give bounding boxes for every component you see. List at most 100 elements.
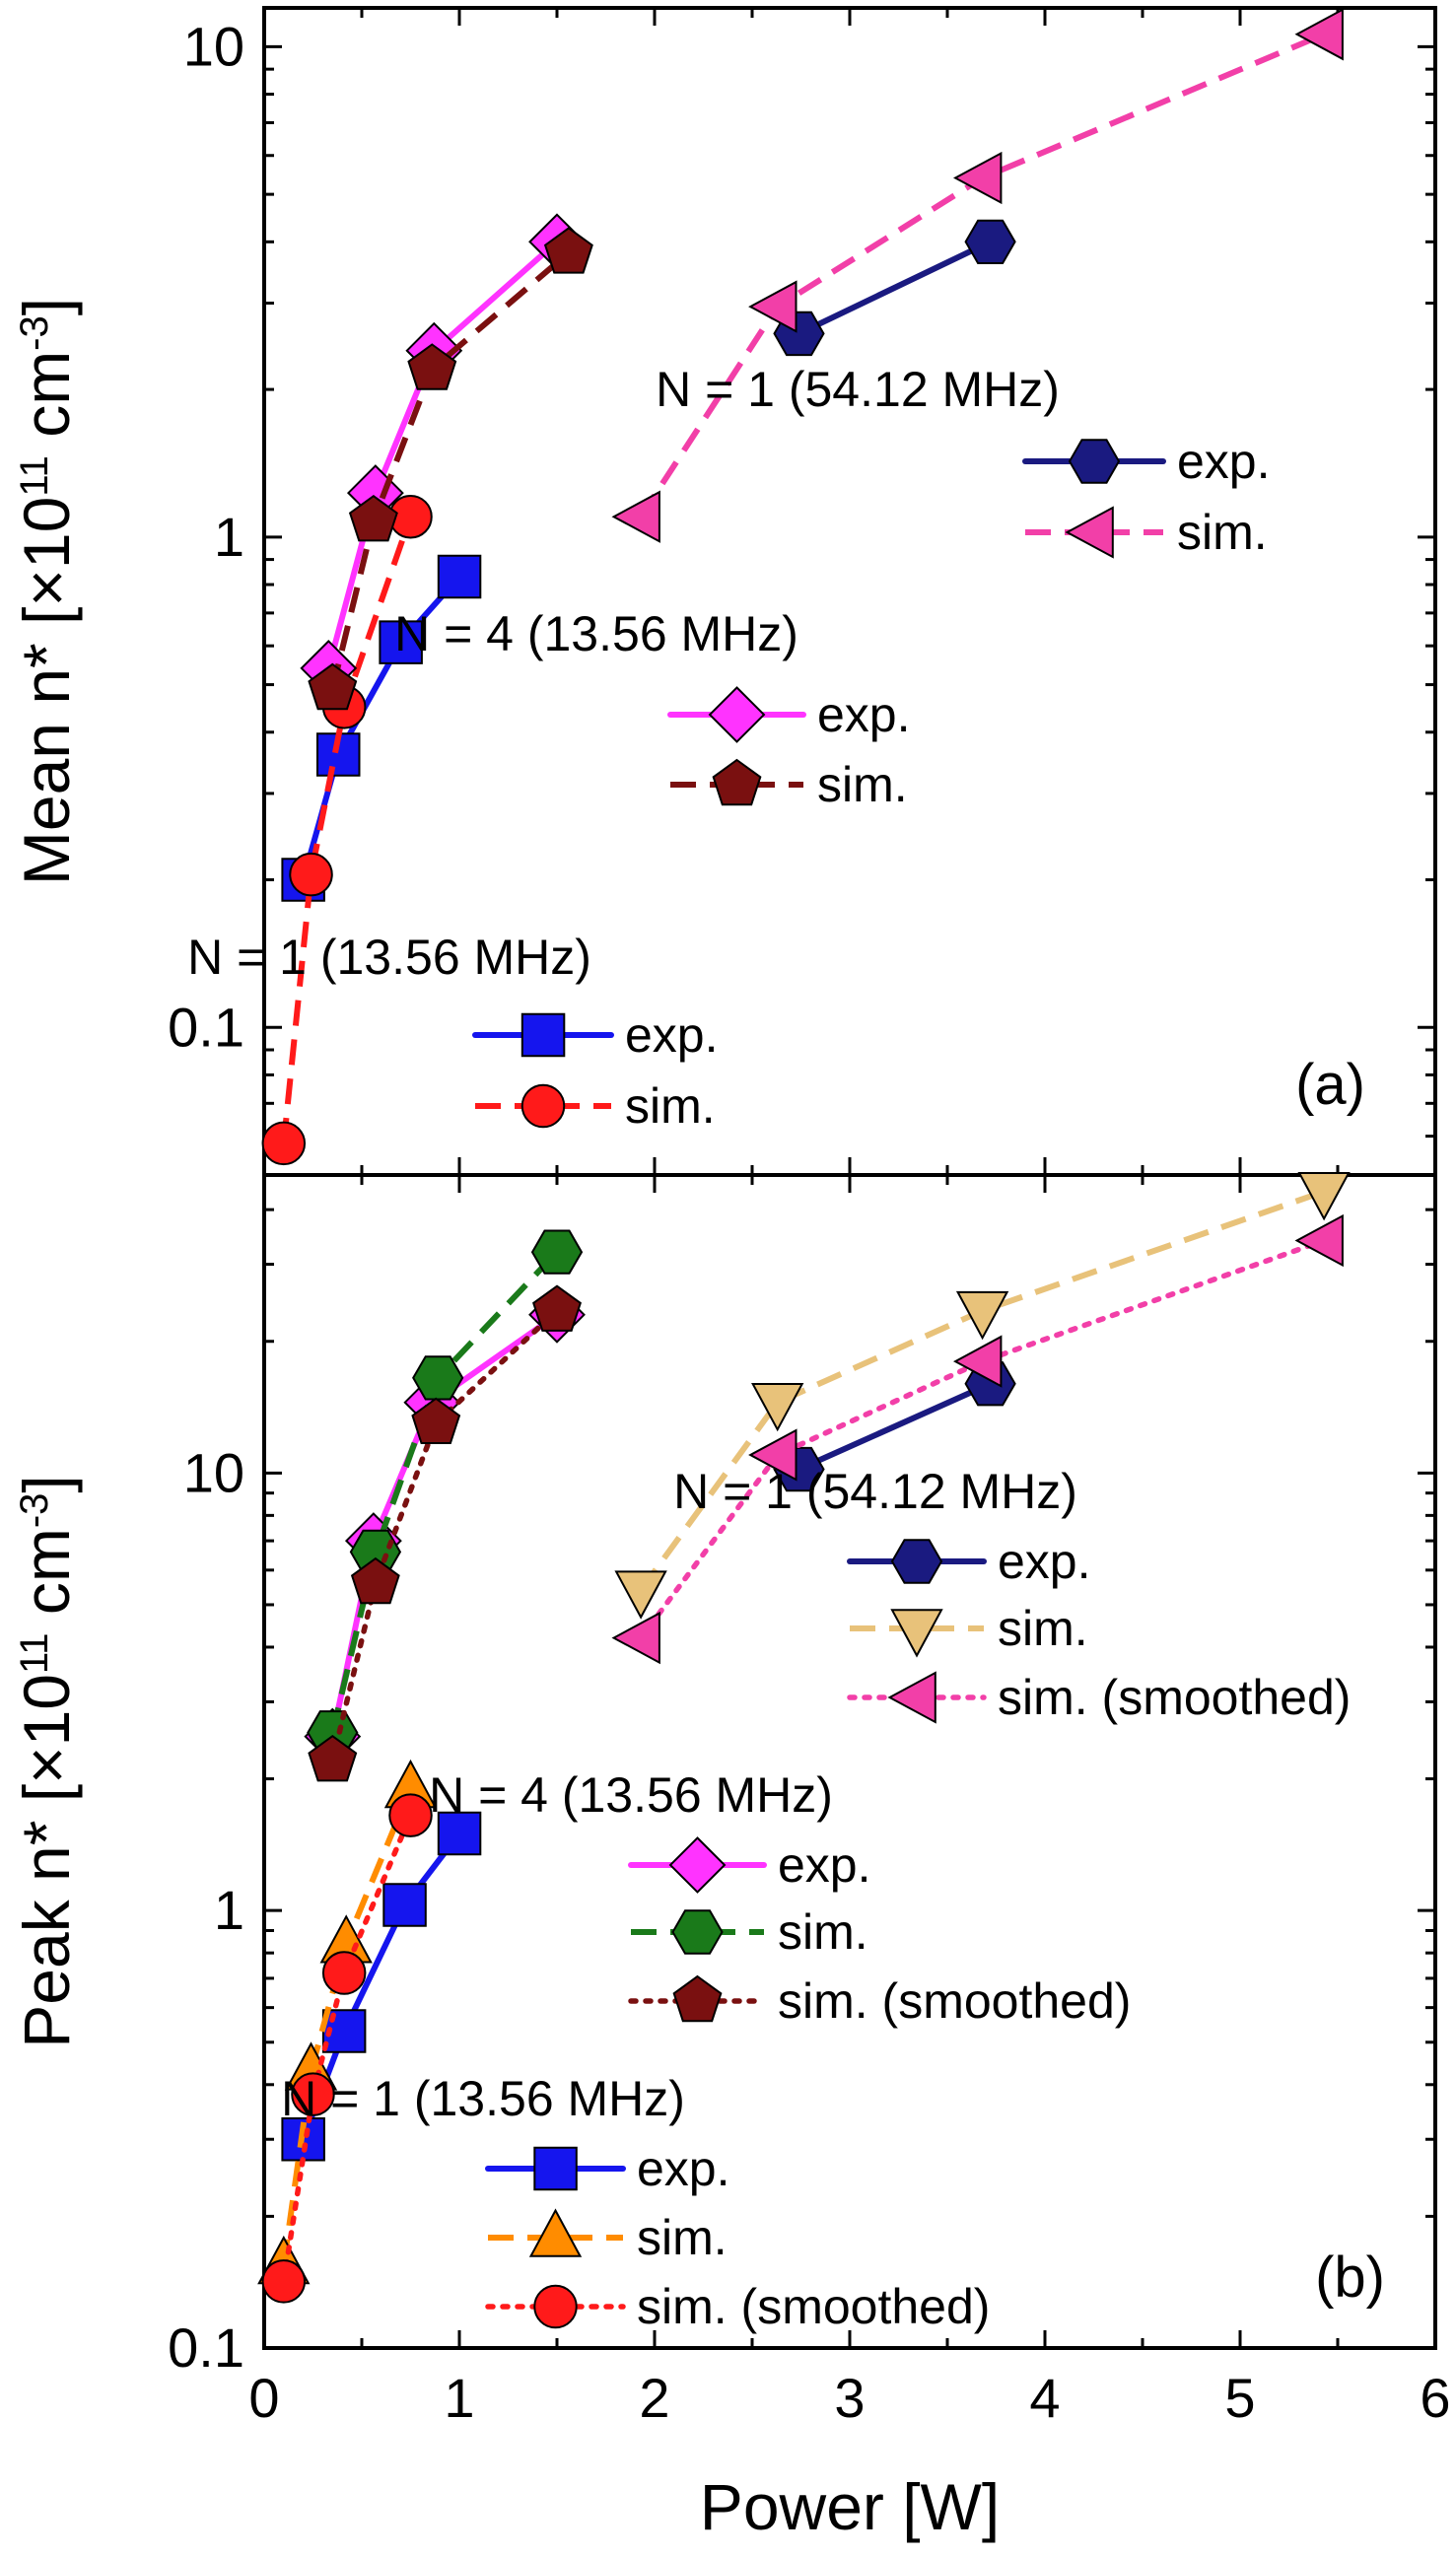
legend-group: N = 4 (13.56 MHz) exp. sim. sim. (smoothed) (429, 1767, 1131, 2029)
data-point (614, 1570, 667, 1620)
series-line (796, 239, 994, 337)
data-point (952, 1335, 1003, 1388)
legend-label: exp. (817, 687, 911, 742)
data-point (1294, 8, 1344, 61)
data-point (261, 1121, 307, 1166)
data-point (748, 280, 797, 333)
legend-title: N = 1 (13.56 MHz) (281, 2071, 685, 2126)
legend-marker (1068, 439, 1121, 484)
legend-label: sim. (smoothed) (998, 1670, 1351, 1725)
legend-title: N = 1 (54.12 MHz) (673, 1464, 1077, 1519)
y-tick-label: 1 (214, 506, 244, 568)
series-0 (281, 1811, 482, 2162)
data-point (964, 219, 1016, 264)
panel-a: 0.1 1 10 Mean n* [×1011 cm-3] N = 1 (54.12 M… (10, 6, 1437, 1177)
legend-marker (672, 1974, 723, 2023)
x-tick-label: 4 (1029, 2367, 1060, 2429)
series-line (281, 1812, 414, 2285)
series-line (325, 239, 560, 671)
legend-group: N = 4 (13.56 MHz) exp. sim. (394, 606, 910, 812)
panel-b: 0.1 1 10 Peak n* [×1011 cm-3] N = 1 (54.12 M… (10, 1172, 1437, 2379)
legend-marker (671, 1909, 724, 1955)
data-point (952, 151, 1003, 205)
series-line (796, 1380, 994, 1473)
data-point (412, 1355, 464, 1401)
data-point (407, 343, 457, 390)
data-point (350, 1556, 400, 1605)
y-axis-title-part: Mean n* [×10 (10, 497, 83, 885)
legend-label: sim. (817, 757, 908, 812)
data-point (751, 1383, 804, 1432)
series-line (280, 516, 414, 1144)
legend-label: sim. (smoothed) (637, 2279, 990, 2334)
data-point (532, 1284, 582, 1332)
series-2 (261, 1793, 433, 2304)
y-axis-title-superscript: -3 (13, 315, 56, 351)
legend-group: N = 1 (13.56 MHz) exp. sim. sim. (smoothed) (281, 2071, 990, 2334)
data-point (388, 1793, 433, 1837)
data-point (308, 1734, 358, 1782)
data-point (321, 1951, 367, 1995)
x-tick-label: 0 (248, 2367, 279, 2429)
y-axis-title-part: ] (10, 1475, 83, 1492)
legend-marker (520, 1083, 566, 1129)
x-axis-title: Power [W] (700, 2470, 1000, 2543)
data-point (261, 2259, 307, 2304)
legend-label: sim. (637, 2210, 728, 2265)
y-axis-title-part: Peak n* [×10 (10, 1674, 83, 2048)
data-point (437, 554, 482, 599)
series-line (329, 1307, 560, 1763)
y-tick-label: 0.1 (168, 2316, 244, 2379)
data-point (291, 2072, 335, 2116)
legend-title: N = 4 (13.56 MHz) (394, 606, 798, 661)
data-point (530, 1229, 584, 1275)
x-tick-label: 5 (1224, 2367, 1255, 2429)
series-5 (611, 8, 1344, 543)
legend-label: sim. (smoothed) (778, 1973, 1131, 2029)
legend-marker (533, 2146, 578, 2191)
data-point (543, 227, 593, 274)
legend-marker (890, 1539, 943, 1584)
legend-marker (1065, 506, 1114, 559)
data-point (316, 732, 361, 777)
legend-label: exp. (625, 1007, 719, 1063)
x-tick-label: 2 (639, 2367, 669, 2429)
data-point (1294, 1213, 1344, 1268)
series-line (329, 250, 571, 690)
legend-marker (887, 1671, 936, 1724)
y-axis-title-superscript: 11 (13, 455, 56, 497)
y-tick-label: 1 (214, 1879, 244, 1941)
legend-marker (708, 686, 766, 743)
series-4 (307, 1229, 584, 1756)
legend-label: exp. (637, 2141, 730, 2196)
legend-title: N = 1 (54.12 MHz) (656, 362, 1060, 417)
y-axis-title-part: ] (10, 298, 83, 315)
series-1 (261, 494, 433, 1166)
legend-label: exp. (998, 1534, 1091, 1589)
data-point (437, 1811, 482, 1856)
legend-group: N = 1 (13.56 MHz) exp. sim. (187, 930, 718, 1134)
series-line (638, 1188, 1326, 1592)
legend-label: exp. (1177, 434, 1271, 489)
data-point (611, 1611, 660, 1665)
y-tick-label: 10 (183, 1441, 244, 1503)
y-tick-label: 10 (183, 15, 244, 77)
data-point (411, 1397, 461, 1444)
legend-marker (668, 1836, 727, 1894)
legend-title: N = 4 (13.56 MHz) (429, 1767, 833, 1823)
legend-label: sim. (998, 1601, 1088, 1656)
legend-group: N = 1 (54.12 MHz) exp. sim. (656, 362, 1270, 560)
data-point (611, 490, 660, 543)
y-axis-title: Mean n* [×1011 cm-3] (10, 298, 83, 885)
data-point (348, 494, 398, 542)
legend-label: sim. (625, 1078, 716, 1134)
series-8 (611, 1213, 1344, 1665)
series-3 (308, 227, 593, 711)
y-axis-ticks (264, 1208, 1435, 2350)
series-7 (614, 1172, 1351, 1620)
y-tick-label: 0.1 (168, 996, 244, 1058)
legend-label: sim. (1177, 505, 1268, 560)
series-line (329, 1250, 560, 1734)
y-axis-title: Peak n* [×1011 cm-3] (10, 1475, 83, 2048)
